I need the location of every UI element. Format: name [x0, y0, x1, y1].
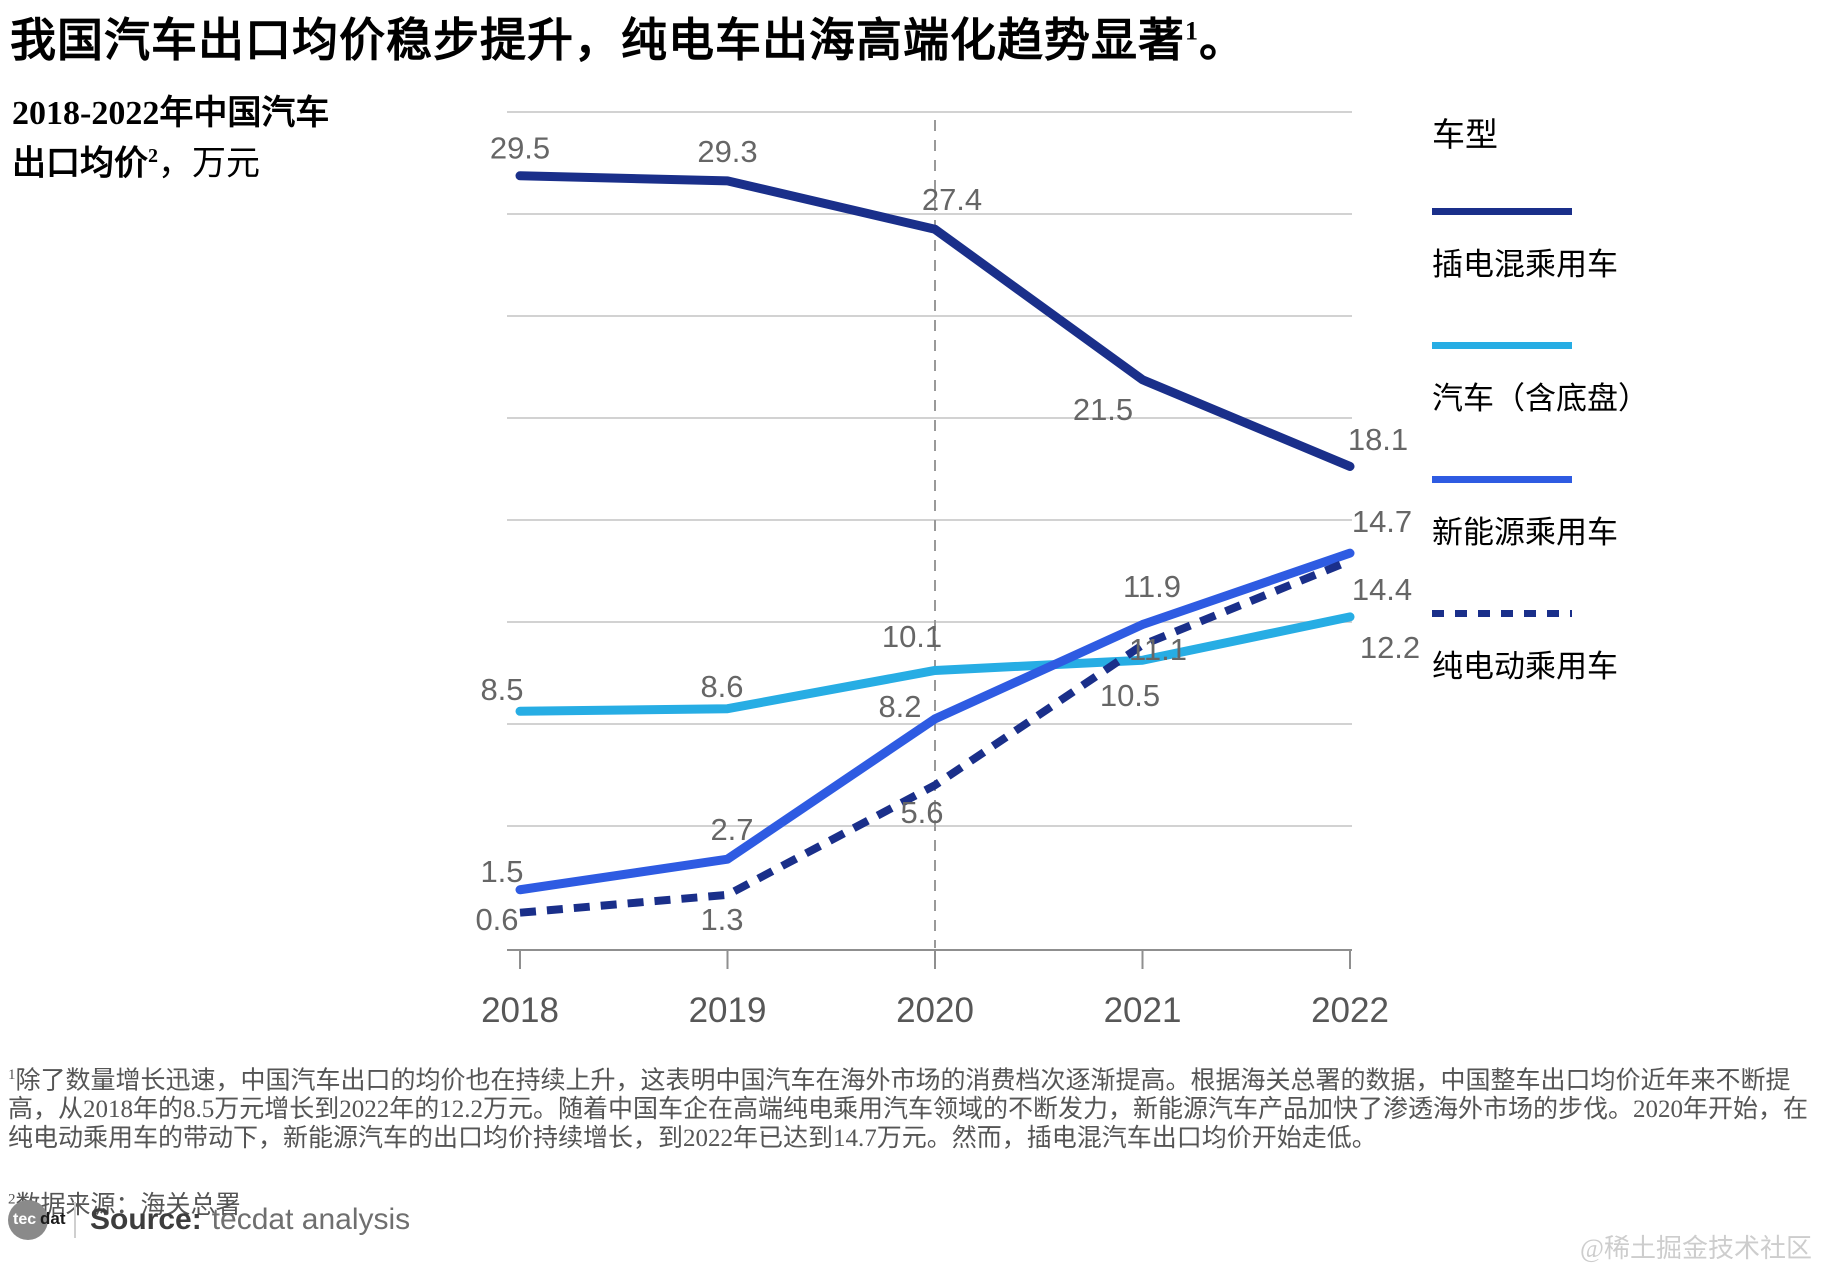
- footnote-2: 2数据来源：海关总署: [8, 1185, 241, 1221]
- data-label-0-2019: 29.3: [697, 134, 757, 169]
- legend-line-swatch-phev-icon: [1432, 208, 1572, 215]
- footnote-1: 1除了数量增长迅速，中国汽车出口的均价也在持续上升，这表明中国汽车在海外市场的消…: [8, 1061, 1814, 1153]
- data-label-0-2022: 18.1: [1348, 422, 1408, 457]
- data-label-1-2021: 10.5: [1100, 678, 1160, 713]
- chart-subtitle-superscript: 2: [148, 145, 158, 167]
- data-label-3-2019: 1.3: [700, 902, 743, 937]
- footnote-2-superscript: 2: [8, 1191, 16, 1208]
- source-divider: [74, 1202, 76, 1238]
- chart-legend: 车型 插电混乘用车 汽车（含底盘） 新能源乘用车 纯电动乘用车: [1432, 108, 1802, 744]
- chart-subtitle-unit: ，万元: [158, 145, 260, 183]
- data-label-1-2018: 8.5: [480, 672, 523, 707]
- source-label: Source:: [90, 1203, 202, 1236]
- data-label-3-2021: 11.1: [1129, 632, 1187, 667]
- chart-subtitle-line2: 出口均价2，万元: [12, 135, 329, 185]
- data-label-2-2021: 11.9: [1123, 569, 1181, 604]
- tecdat-logo-icon: tec dat: [8, 1198, 70, 1242]
- x-axis-label-2021: 2021: [1104, 991, 1182, 1030]
- legend-item-nev: 新能源乘用车: [1432, 476, 1802, 552]
- series-line-2: [515, 548, 1355, 895]
- data-label-1-2022: 12.2: [1360, 630, 1420, 665]
- data-label-2-2022: 14.7: [1352, 504, 1412, 539]
- page-title-text: 我国汽车出口均价稳步提升，纯电车出海高端化趋势显著: [10, 15, 1185, 66]
- footnote-1-superscript: 1: [8, 1067, 16, 1083]
- data-label-3-2018: 0.6: [475, 902, 518, 937]
- legend-header: 车型: [1432, 118, 1498, 154]
- footnote-2-text: 数据来源：海关总署: [15, 1192, 241, 1219]
- data-label-2-2020: 8.2: [878, 689, 921, 724]
- legend-item-phev: 插电混乘用车: [1432, 208, 1802, 284]
- x-axis-label-2018: 2018: [481, 991, 559, 1030]
- legend-label-nev: 新能源乘用车: [1432, 515, 1618, 550]
- x-axis-label-2020: 2020: [896, 991, 974, 1030]
- data-label-2-2019: 2.7: [710, 812, 753, 847]
- legend-line-swatch-bev-icon: [1432, 610, 1572, 617]
- legend-line-swatch-auto-chassis-icon: [1432, 342, 1572, 349]
- tecdat-logo-tec: tec: [13, 1211, 37, 1228]
- source-row: tec dat Source: tecdat analysis: [8, 1198, 410, 1242]
- tecdat-logo-dat: dat: [40, 1209, 66, 1228]
- data-label-3-2022: 14.4: [1352, 572, 1412, 607]
- data-label-3-2020: 5.6: [900, 795, 943, 830]
- series-line-1: [515, 612, 1355, 716]
- legend-label-phev: 插电混乘用车: [1432, 247, 1618, 282]
- page-title-period: 。: [1199, 15, 1246, 66]
- series-line-0: [515, 171, 1355, 471]
- chart-subtitle-metric: 出口均价: [12, 145, 148, 183]
- tecdat-logo-circle-icon: [8, 1200, 48, 1240]
- legend-line-swatch-nev-icon: [1432, 476, 1572, 483]
- data-label-0-2020: 27.4: [922, 182, 982, 217]
- legend-item-bev: 纯电动乘用车: [1432, 610, 1802, 686]
- legend-label-bev: 纯电动乘用车: [1432, 649, 1618, 684]
- page-title: 我国汽车出口均价稳步提升，纯电车出海高端化趋势显著1。: [10, 4, 1246, 70]
- data-label-0-2021: 21.5: [1073, 392, 1133, 427]
- data-label-1-2019: 8.6: [700, 669, 743, 704]
- watermark: @稀土掘金技术社区: [1580, 1234, 1812, 1263]
- legend-item-auto-chassis: 汽车（含底盘）: [1432, 342, 1802, 418]
- page-title-superscript: 1: [1185, 16, 1199, 46]
- footnote-1-text: 除了数量增长迅速，中国汽车出口的均价也在持续上升，这表明中国汽车在海外市场的消费…: [8, 1067, 1809, 1153]
- series-line-3: [519, 557, 1352, 917]
- export-price-line-chart: 2018 2019 2020 2021 2022 29.5 29.3 27.4 21.5 18.1…: [475, 111, 1420, 1030]
- chart-subtitle: 2018-2022年中国汽车 出口均价2，万元: [12, 92, 329, 185]
- chart-subtitle-line1: 2018-2022年中国汽车: [12, 95, 330, 132]
- x-axis-label-2022: 2022: [1311, 991, 1389, 1030]
- data-label-2-2018: 1.5: [480, 854, 523, 889]
- x-axis-label-2019: 2019: [689, 991, 767, 1030]
- source-text: tecdat analysis: [211, 1203, 411, 1236]
- legend-label-auto-chassis: 汽车（含底盘）: [1432, 381, 1649, 416]
- data-label-0-2018: 29.5: [490, 130, 550, 165]
- data-label-1-2020: 10.1: [882, 619, 942, 654]
